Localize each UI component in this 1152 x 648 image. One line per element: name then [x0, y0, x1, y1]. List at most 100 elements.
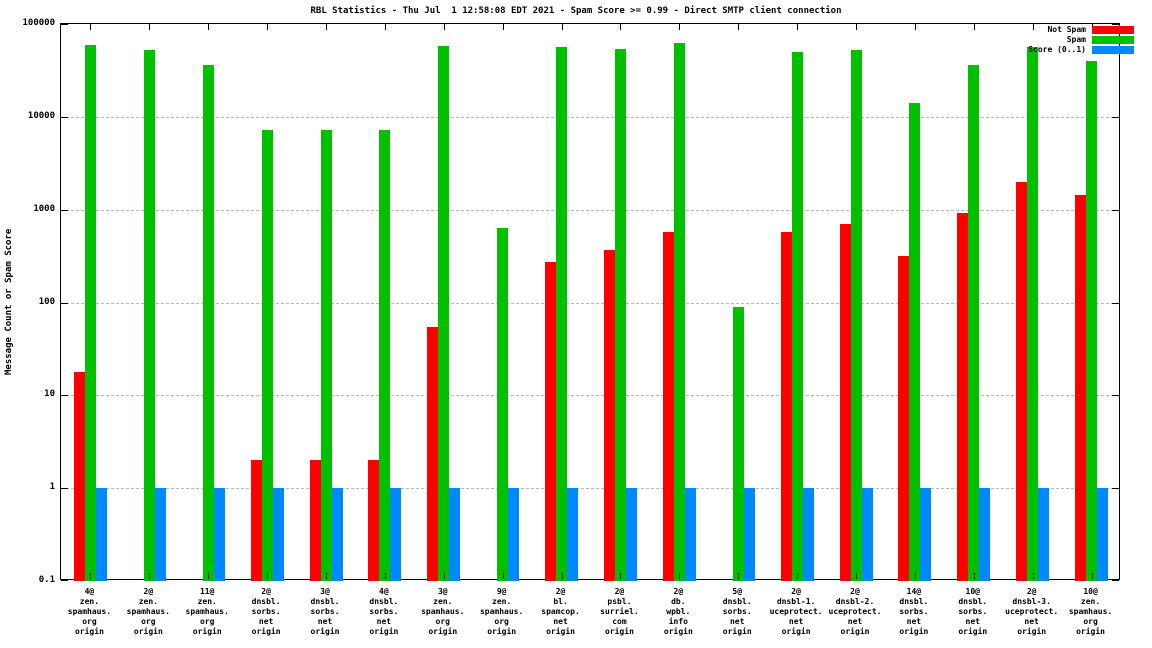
bar-spam-group-5: [320, 130, 332, 581]
bar-score-0-1--group-4: [272, 488, 284, 581]
bar-score-0-1--group-2: [154, 488, 166, 581]
x-axis-tick: [443, 24, 445, 30]
y-axis-tick: [61, 116, 68, 118]
gridline-10: [61, 395, 1119, 397]
x-tick-label-group-15: 14@ dnsbl. sorbs. net origin: [899, 587, 929, 636]
bar-not-spam-group-15: [898, 255, 910, 581]
bar-not-spam-group-11: [662, 231, 674, 581]
x-axis-tick: [561, 24, 563, 30]
x-tick-label-group-3: 11@ zen. spamhaus. org origin: [185, 587, 229, 636]
y-axis-tick: [1112, 302, 1119, 304]
x-axis-tick: [502, 573, 504, 579]
bar-not-spam-group-17: [1016, 181, 1028, 581]
bar-spam-group-14: [850, 49, 862, 581]
bar-spam-group-11: [673, 43, 685, 581]
bar-spam-group-1: [84, 44, 96, 581]
legend-label-spam: Spam: [1066, 35, 1086, 44]
bar-spam-group-17: [1027, 46, 1039, 581]
x-axis-tick: [973, 573, 975, 579]
x-axis-tick: [443, 573, 445, 579]
x-tick-label-group-18: 10@ zen. spamhaus. org origin: [1068, 587, 1113, 636]
legend-label-score: Score (0..1): [1028, 45, 1086, 54]
bar-not-spam-group-7: [427, 326, 439, 581]
legend-swatch-spam: [1092, 35, 1134, 44]
bar-spam-group-18: [1086, 60, 1098, 581]
bar-spam-group-4: [261, 130, 273, 581]
y-tick-label-10000: 10000: [27, 110, 55, 121]
bar-spam-group-15: [909, 103, 921, 581]
bar-spam-group-9: [556, 46, 568, 581]
legend-row-score: Score (0..1): [1028, 45, 1134, 54]
x-axis-tick: [620, 24, 622, 30]
x-axis-tick: [502, 24, 504, 30]
y-tick-label-100000: 100000: [22, 18, 55, 28]
bar-spam-group-16: [968, 65, 980, 581]
y-axis-tick: [1112, 488, 1119, 490]
bar-spam-group-8: [497, 227, 509, 581]
x-tick-label-group-8: 9@ zen. spamhaus. org origin: [479, 587, 524, 636]
y-axis-tick: [1112, 395, 1119, 397]
bar-spam-group-2: [143, 50, 155, 581]
bar-not-spam-group-6: [368, 460, 380, 581]
x-tick-label-group-6: 4@ dnsbl. sorbs. net origin: [369, 587, 399, 636]
x-tick-label-group-5: 3@ dnsbl. sorbs. net origin: [310, 587, 340, 636]
bar-spam-group-13: [791, 51, 803, 581]
bar-not-spam-group-5: [309, 460, 321, 581]
x-tick-label-group-10: 2@ psbl. surriel. com origin: [600, 587, 639, 636]
x-axis-tick: [1032, 573, 1034, 579]
x-axis-tick: [914, 573, 916, 579]
x-tick-label-group-12: 5@ dnsbl. sorbs. net origin: [722, 587, 752, 636]
y-tick-label-1: 1: [49, 482, 55, 493]
y-tick-label-100: 100: [38, 296, 55, 307]
bar-score-0-1--group-1: [95, 488, 107, 581]
bar-not-spam-group-18: [1075, 194, 1087, 581]
x-axis-tick: [1032, 24, 1034, 30]
y-axis-tick: [61, 395, 68, 397]
bar-not-spam-group-1: [73, 371, 85, 581]
x-axis-tick: [620, 573, 622, 579]
x-tick-label-group-1: 4@ zen. spamhaus. org origin: [67, 587, 112, 636]
y-axis-tick: [61, 302, 68, 304]
x-axis-tick: [856, 24, 857, 30]
x-axis-tick: [738, 573, 740, 579]
legend-swatch-not-spam: [1092, 25, 1134, 34]
x-axis-tick: [797, 573, 799, 579]
x-tick-label-group-16: 10@ dnsbl. sorbs. net origin: [958, 587, 988, 636]
y-axis-tick: [61, 580, 68, 581]
chart-title: RBL Statistics - Thu Jul 1 12:58:08 EDT …: [310, 6, 842, 16]
x-tick-label-group-9: 2@ bl. spamcop. net origin: [541, 587, 580, 636]
bar-not-spam-group-13: [780, 232, 792, 581]
x-axis-tick: [326, 24, 327, 30]
bar-score-0-1--group-3: [213, 488, 225, 581]
bar-score-0-1--group-18: [1097, 488, 1109, 581]
bar-spam-group-7: [438, 45, 450, 581]
x-axis-tick: [267, 24, 269, 30]
bar-score-0-1--group-12: [743, 488, 755, 581]
y-tick-label-1000: 1000: [33, 203, 55, 214]
x-axis-tick: [856, 573, 857, 579]
bar-not-spam-group-9: [545, 262, 557, 581]
plot-area: [60, 23, 1120, 581]
x-axis-tick: [797, 24, 799, 30]
x-axis-tick: [679, 24, 681, 30]
bar-score-0-1--group-14: [861, 488, 873, 581]
y-axis-tick: [61, 209, 68, 211]
y-axis-tick: [1112, 209, 1119, 211]
x-axis-tick: [208, 573, 210, 579]
x-axis-tick: [149, 24, 151, 30]
bar-not-spam-group-14: [839, 224, 851, 581]
bar-spam-group-6: [379, 130, 391, 581]
x-tick-label-group-4: 2@ dnsbl. sorbs. net origin: [251, 587, 281, 636]
x-axis-tick: [679, 573, 681, 579]
legend-row-spam: Spam: [1028, 35, 1134, 44]
x-tick-label-group-2: 2@ zen. spamhaus. org origin: [126, 587, 170, 636]
bar-spam-group-10: [614, 48, 626, 581]
y-tick-label-0.1: 0.1: [38, 575, 55, 585]
gridline-100: [61, 302, 1119, 304]
x-tick-label-group-11: 2@ db. wpbl. info origin: [663, 587, 693, 636]
gridline-1000: [61, 209, 1119, 211]
bar-score-0-1--group-9: [567, 488, 579, 581]
x-axis-tick: [90, 24, 92, 30]
bar-score-0-1--group-17: [1038, 488, 1050, 581]
